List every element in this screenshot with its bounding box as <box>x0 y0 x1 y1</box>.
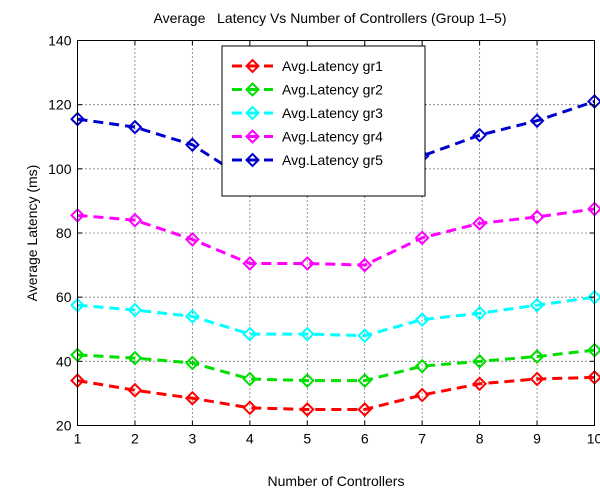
legend-swatch-marker <box>245 105 260 121</box>
data-point-gr3 <box>299 326 315 342</box>
series-line-gr2 <box>77 348 595 383</box>
legend-entry-gr4: Avg.Latency gr4 <box>232 129 383 145</box>
series-line-gr3 <box>77 295 595 338</box>
x-tick-label: 8 <box>476 431 484 447</box>
legend-swatch-marker <box>245 152 260 168</box>
chart-title: Average Latency Vs Number of Controllers… <box>153 10 506 26</box>
data-point-gr1 <box>299 402 315 417</box>
legend-label: Avg.Latency gr5 <box>282 152 383 168</box>
legend-entry-gr1: Avg.Latency gr1 <box>232 58 383 74</box>
data-point-gr4 <box>242 256 258 271</box>
data-point-gr4 <box>357 257 373 273</box>
data-point-gr4 <box>299 256 315 271</box>
legend-label: Avg.Latency gr2 <box>282 82 383 98</box>
data-point-gr2 <box>127 350 143 366</box>
x-tick-label: 2 <box>131 431 139 447</box>
data-point-gr4 <box>127 212 143 228</box>
data-point-gr5 <box>184 137 200 153</box>
data-point-gr5 <box>472 127 488 143</box>
data-point-gr3 <box>184 309 200 324</box>
data-point-gr2 <box>242 371 258 387</box>
data-point-gr2 <box>529 349 545 364</box>
x-tick-label: 6 <box>361 431 369 447</box>
legend-label: Avg.Latency gr3 <box>282 105 383 121</box>
legend-swatch-marker <box>245 129 260 144</box>
data-point-gr1 <box>357 402 373 417</box>
series-line-gr1 <box>77 375 595 411</box>
series-group-4 <box>70 201 600 273</box>
data-point-gr4 <box>414 230 430 246</box>
data-point-gr5 <box>529 113 545 129</box>
data-point-gr4 <box>529 209 545 225</box>
y-tick-label: 20 <box>56 418 72 434</box>
legend-label: Avg.Latency gr1 <box>282 58 383 74</box>
legend-entry-gr2: Avg.Latency gr2 <box>232 82 383 98</box>
data-point-gr4 <box>184 232 200 247</box>
x-tick-label: 7 <box>418 431 426 447</box>
y-tick-label: 40 <box>56 353 72 369</box>
legend-entry-gr3: Avg.Latency gr3 <box>232 105 383 121</box>
data-point-gr1 <box>242 400 258 416</box>
x-tick-label: 3 <box>188 431 196 447</box>
series-group-2 <box>70 342 600 388</box>
legend-label: Avg.Latency gr4 <box>282 129 383 145</box>
data-point-gr1 <box>529 371 545 387</box>
data-point-gr3 <box>357 328 373 344</box>
legend-entry-gr5: Avg.Latency gr5 <box>232 152 383 168</box>
data-point-gr5 <box>127 119 143 135</box>
data-point-gr2 <box>184 355 200 371</box>
x-tick-label: 9 <box>533 431 541 447</box>
data-point-gr4 <box>472 215 488 231</box>
data-point-gr1 <box>472 376 488 392</box>
data-point-gr1 <box>414 387 430 403</box>
y-tick-label: 80 <box>56 225 72 241</box>
legend-swatch-marker <box>245 82 260 97</box>
y-tick-label: 100 <box>48 161 72 177</box>
data-point-gr3 <box>472 305 488 321</box>
legend-swatch-marker <box>245 58 260 74</box>
legend-box <box>221 45 426 197</box>
axis-ticks: 1 2 3 4 5 6 7 8 9 10 20 40 60 80 100 120 140 <box>48 33 600 447</box>
x-axis-label: Number of Controllers <box>268 473 405 489</box>
y-tick-label: 140 <box>48 33 72 49</box>
x-tick-label: 10 <box>587 431 600 447</box>
y-tick-label: 120 <box>48 97 72 113</box>
x-tick-label: 4 <box>246 431 254 447</box>
y-tick-label: 60 <box>56 289 72 305</box>
series-group-3 <box>70 289 600 344</box>
y-axis-label: Average Latency (ms) <box>24 165 40 302</box>
data-point-gr1 <box>184 390 200 406</box>
data-point-gr3 <box>127 302 143 318</box>
data-point-gr3 <box>414 312 430 328</box>
data-point-gr3 <box>529 297 545 313</box>
x-tick-label: 1 <box>74 431 82 447</box>
series-group-1 <box>70 369 600 417</box>
series-layer <box>70 94 600 417</box>
data-point-gr1 <box>127 382 143 398</box>
data-point-gr3 <box>242 326 258 342</box>
data-point-gr2 <box>357 373 373 388</box>
data-point-gr2 <box>414 358 430 374</box>
series-line-gr4 <box>77 207 595 267</box>
legend: Avg.Latency gr1 Avg.Latency gr2 Avg.Latenc… <box>221 45 426 197</box>
x-tick-label: 5 <box>303 431 311 447</box>
data-point-gr2 <box>299 373 315 388</box>
data-point-gr2 <box>472 353 488 369</box>
